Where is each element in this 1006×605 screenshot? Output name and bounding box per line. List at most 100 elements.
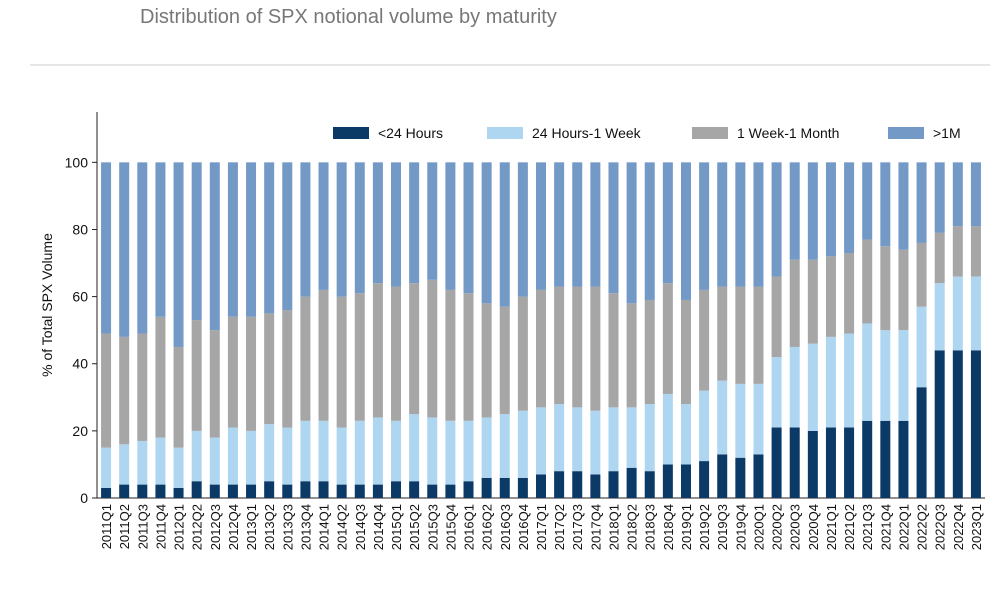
x-tick-label: 2022Q2 — [915, 504, 930, 550]
bar-segment — [101, 487, 112, 498]
bar-segment — [264, 162, 275, 314]
bar-segment — [463, 481, 474, 498]
bar-segment — [844, 427, 855, 498]
bar-segment — [970, 226, 981, 277]
bar-segment — [717, 286, 728, 381]
bar-segment — [898, 162, 909, 250]
x-tick-label: 2022Q3 — [933, 504, 948, 550]
bar-segment — [554, 471, 565, 498]
bar-segment — [844, 252, 855, 334]
bar-segment — [517, 296, 528, 411]
bar-segment — [572, 162, 583, 287]
bar-segment — [336, 296, 347, 428]
bar-segment — [300, 481, 311, 498]
bar-segment — [898, 249, 909, 331]
bar-segment — [354, 420, 365, 485]
bar-segment — [119, 444, 130, 485]
bar-segment — [807, 162, 818, 260]
bar-segment — [934, 162, 945, 233]
bar-segment — [880, 420, 891, 498]
bar-segment — [825, 256, 836, 337]
bar-segment — [336, 427, 347, 485]
bar-segment — [517, 477, 528, 498]
bar-segment — [209, 437, 220, 485]
bar-segment — [354, 162, 365, 294]
bar-segment — [952, 276, 963, 351]
x-tick-label: 2021Q3 — [860, 504, 875, 550]
bar-segment — [536, 407, 546, 475]
bar-segment — [481, 417, 492, 478]
bar-segment — [825, 427, 836, 498]
bar-segment — [789, 162, 800, 260]
bar-segment — [191, 481, 202, 498]
bar-segment — [934, 283, 945, 351]
bar-segment — [155, 437, 166, 485]
x-tick-label: 2018Q4 — [661, 504, 676, 550]
bar-segment — [608, 293, 619, 408]
bar-segment — [771, 162, 782, 277]
bar-segment — [318, 420, 329, 482]
bar-segment — [934, 232, 945, 284]
bar-segment — [209, 484, 220, 498]
bar-segment — [282, 427, 293, 485]
bar-segment — [844, 333, 855, 428]
x-tick-label: 2018Q2 — [625, 504, 640, 550]
bar-segment — [862, 239, 873, 324]
bar-segment — [227, 162, 238, 317]
x-tick-label: 2013Q2 — [262, 504, 277, 550]
bar-segment — [372, 484, 383, 498]
bar-segment — [336, 484, 347, 498]
legend-label: 1 Week-1 Month — [737, 125, 839, 141]
x-tick-label: 2014Q3 — [353, 504, 368, 550]
bar-segment — [789, 259, 800, 347]
bar-segment — [807, 259, 818, 344]
bar-segment — [173, 162, 184, 347]
bar-segment — [699, 162, 710, 290]
bar-segment — [463, 293, 474, 421]
bar-segment — [463, 420, 474, 482]
bar-segment — [717, 380, 728, 455]
bar-segment — [608, 162, 619, 294]
bar-segment — [572, 407, 583, 472]
bar-segment — [662, 162, 673, 284]
legend-label: <24 Hours — [378, 125, 443, 141]
bar-segment — [916, 242, 927, 307]
x-tick-label: 2011Q4 — [153, 504, 168, 549]
bar-segment — [101, 447, 112, 488]
bar-segment — [590, 162, 601, 287]
bar-segment — [771, 276, 782, 358]
x-tick-label: 2020Q1 — [751, 504, 766, 550]
bar-segment — [644, 471, 655, 498]
bar-segment — [409, 414, 420, 482]
bar-segment — [753, 454, 764, 498]
bar-segment — [680, 162, 691, 300]
bar-segment — [499, 477, 510, 498]
bar-segment — [119, 162, 130, 337]
bar-segment — [300, 296, 311, 421]
bar-segment — [662, 464, 673, 498]
bar-segment — [898, 330, 909, 421]
y-tick-label: 40 — [72, 356, 88, 372]
bar-segment — [735, 383, 746, 458]
bar-segment — [155, 162, 166, 317]
bar-segment — [499, 162, 510, 307]
bar-segment — [934, 350, 945, 498]
bar-segment — [101, 333, 112, 448]
bar-segment — [246, 430, 257, 485]
x-tick-label: 2013Q4 — [298, 504, 313, 550]
bar-segment — [662, 393, 673, 465]
bar-segment — [445, 484, 456, 498]
x-tick-label: 2017Q1 — [534, 504, 549, 550]
bar-segment — [463, 162, 474, 294]
bar-segment — [735, 457, 746, 498]
x-tick-label: 2020Q2 — [770, 504, 785, 550]
bar-segment — [771, 357, 782, 428]
bar-segment — [699, 390, 710, 462]
bar-segment — [246, 162, 257, 317]
x-tick-label: 2012Q2 — [190, 504, 205, 550]
legend-swatch — [333, 127, 369, 139]
bar-segment — [680, 404, 691, 465]
bar-segment — [137, 440, 148, 485]
x-tick-label: 2015Q4 — [443, 504, 458, 550]
